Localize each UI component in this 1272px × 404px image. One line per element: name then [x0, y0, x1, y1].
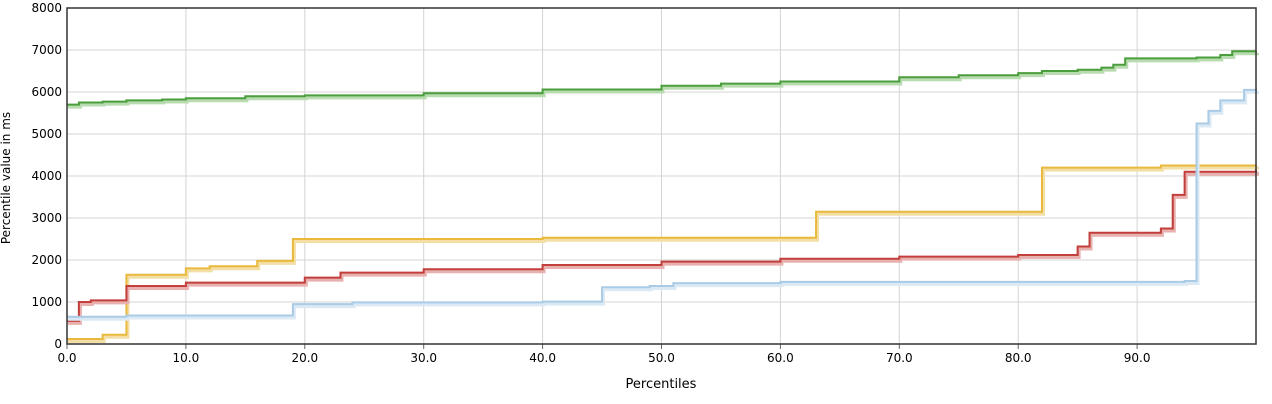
y-tick-label: 1000 — [31, 295, 62, 309]
y-axis-title: Percentile value in ms — [0, 112, 13, 244]
series-lines — [67, 50, 1259, 343]
x-tick-label: 80.0 — [1005, 351, 1032, 365]
x-tick-label: 0.0 — [57, 351, 76, 365]
y-tick-label: 0 — [54, 337, 62, 351]
y-tick-label: 2000 — [31, 253, 62, 267]
x-tick-label: 20.0 — [291, 351, 318, 365]
gridlines — [67, 8, 1256, 344]
y-tick-label: 5000 — [31, 127, 62, 141]
x-tick-label: 70.0 — [886, 351, 913, 365]
plot-frame — [66, 7, 1257, 345]
series-line-2 — [67, 169, 1257, 322]
series-line-0 — [67, 50, 1257, 106]
x-tick-label: 40.0 — [529, 351, 556, 365]
x-axis-title: Percentiles — [626, 377, 697, 392]
y-tick-label: 4000 — [31, 169, 62, 183]
y-tick-label: 3000 — [31, 211, 62, 225]
axes: 0.0 10.0 20.0 30.0 40.0 50.0 60.0 70.0 80.0 90.0 0… — [31, 1, 1257, 365]
y-tick-label: 8000 — [31, 1, 62, 15]
x-tick-label: 10.0 — [173, 351, 200, 365]
x-tick-label: 50.0 — [648, 351, 675, 365]
x-tick-label: 30.0 — [410, 351, 437, 365]
series-line-3 — [67, 88, 1257, 318]
x-tick-label: 90.0 — [1124, 351, 1151, 365]
x-tick-label: 60.0 — [767, 351, 794, 365]
y-tick-label: 6000 — [31, 85, 62, 99]
y-tick-label: 7000 — [31, 43, 62, 57]
